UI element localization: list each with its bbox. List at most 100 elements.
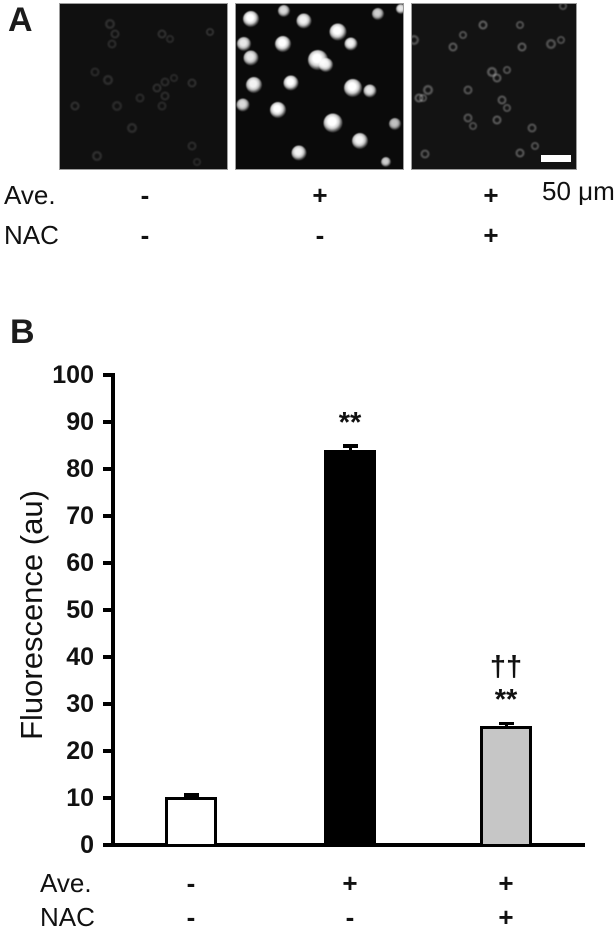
cell [243, 10, 260, 27]
cell [422, 84, 434, 96]
cell [169, 73, 179, 83]
y-tick-label-90: 90 [66, 408, 94, 436]
cell [111, 100, 123, 112]
y-tick-80 [103, 467, 114, 471]
y-tick-50 [103, 608, 114, 612]
micrograph-row [59, 3, 577, 170]
cell [126, 122, 138, 134]
condition-sign-1-0: - [186, 902, 196, 932]
condition-name-nac: NAC [40, 902, 95, 932]
cell [458, 30, 468, 40]
error-bar-stem-2 [504, 723, 508, 730]
bar-2 [480, 726, 532, 847]
cell [462, 112, 473, 123]
y-tick-label-100: 100 [52, 361, 94, 389]
y-tick-label-30: 30 [66, 690, 94, 718]
y-tick-label-80: 80 [66, 455, 94, 483]
error-bar-stem-0 [189, 794, 193, 801]
significance-mark-2-1: ** [494, 684, 518, 717]
cell [344, 37, 358, 51]
cell [413, 93, 424, 104]
cell [420, 149, 431, 160]
cell [351, 132, 368, 149]
condition-sign-0-1: + [342, 868, 358, 898]
cell [502, 65, 512, 75]
cell [186, 78, 197, 89]
y-tick-0 [103, 843, 114, 847]
condition-sign-0-0: - [140, 180, 150, 210]
scale-bar-label: 50 μm [542, 176, 615, 206]
cell [515, 147, 526, 158]
cell [70, 101, 81, 112]
panel-b-label: B [10, 313, 35, 351]
cell [236, 98, 250, 112]
cell [526, 122, 537, 133]
cell [516, 41, 527, 52]
significance-annotation-bar-1: ** [290, 407, 410, 440]
y-tick-100 [103, 373, 114, 377]
bar-0 [165, 797, 217, 847]
y-tick-70 [103, 514, 114, 518]
y-tick-40 [103, 655, 114, 659]
y-tick-label-0: 0 [80, 831, 94, 859]
micrograph-ave-plus-nac-minus [235, 3, 404, 170]
condition-sign-1-1: - [345, 902, 355, 932]
condition-name-ave: Ave. [4, 180, 56, 210]
y-tick-label-40: 40 [66, 643, 94, 671]
cell [388, 118, 401, 131]
cell [468, 121, 478, 131]
condition-sign-1-2: + [498, 902, 514, 932]
cell [104, 18, 116, 30]
cell [237, 36, 252, 51]
cell [102, 74, 114, 86]
cell [477, 20, 488, 31]
y-tick-label-70: 70 [66, 502, 94, 530]
cell [106, 38, 117, 49]
y-tick-60 [103, 561, 114, 565]
bar-1 [324, 450, 376, 847]
condition-name-nac: NAC [4, 220, 59, 250]
error-bar-cap-1 [342, 444, 358, 448]
cell [291, 145, 307, 160]
cell [319, 58, 334, 73]
cell [110, 28, 121, 39]
y-tick-label-60: 60 [66, 549, 94, 577]
condition-sign-0-2: + [483, 180, 499, 210]
condition-sign-0-2: + [498, 868, 514, 898]
condition-sign-0-1: + [312, 180, 328, 210]
y-tick-20 [103, 749, 114, 753]
cell [160, 76, 171, 87]
cell [545, 38, 557, 50]
significance-mark-1-0: ** [338, 406, 362, 439]
cell [412, 34, 420, 46]
cell [274, 35, 291, 52]
cell [558, 4, 568, 11]
cell [91, 150, 103, 162]
cell [381, 157, 392, 168]
panel-a-label: A [8, 1, 33, 39]
cell [151, 83, 162, 94]
cell [135, 93, 146, 104]
cell [296, 13, 312, 28]
error-bar-stem-1 [348, 445, 352, 454]
cell [205, 27, 215, 37]
y-tick-10 [103, 796, 114, 800]
y-tick-label-50: 50 [66, 596, 94, 624]
cell [486, 66, 498, 78]
cell [502, 103, 512, 113]
cell [278, 4, 291, 17]
cell [329, 23, 347, 41]
cell [243, 50, 259, 66]
cell [462, 84, 473, 95]
cell [246, 76, 263, 93]
y-tick-label-10: 10 [66, 784, 94, 812]
cell [371, 7, 384, 20]
cell [396, 4, 403, 14]
condition-sign-1-2: + [483, 220, 499, 250]
cell [497, 94, 508, 105]
cell [363, 84, 377, 98]
condition-sign-0-0: - [186, 868, 196, 898]
cell [556, 35, 566, 45]
cell [530, 141, 540, 151]
